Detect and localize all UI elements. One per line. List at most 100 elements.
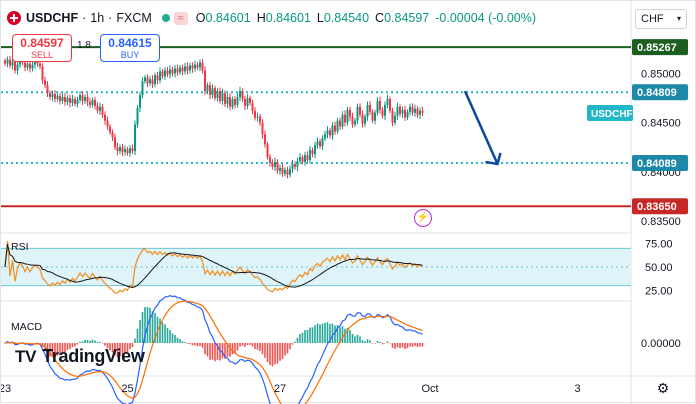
macd-histogram-bar xyxy=(414,343,416,347)
candle-body xyxy=(29,63,31,69)
candle-body xyxy=(241,91,244,99)
macd-histogram-bar xyxy=(194,343,196,346)
candle-body xyxy=(259,116,261,123)
candle-body xyxy=(114,137,116,148)
macd-histogram-bar xyxy=(144,307,146,343)
candle-body xyxy=(364,116,366,124)
macd-histogram-bar xyxy=(141,311,144,343)
macd-histogram-bar xyxy=(224,343,226,359)
candle-body xyxy=(59,96,61,101)
macd-histogram-bar xyxy=(389,343,391,344)
macd-pane-label[interactable]: MACD xyxy=(11,321,42,333)
candle-body xyxy=(126,149,129,154)
macd-histogram-bar xyxy=(309,327,311,343)
candle-body xyxy=(304,155,306,162)
x-tick-label: 25 xyxy=(121,383,133,395)
candle-body xyxy=(221,93,224,101)
macd-histogram-bar xyxy=(249,343,251,345)
candle-body xyxy=(269,157,271,163)
symbol-name[interactable]: USDCHF xyxy=(26,11,79,25)
level-label: 0.84809 xyxy=(637,87,677,99)
candle-body xyxy=(46,85,49,94)
candle-body xyxy=(79,95,81,100)
macd-histogram-bar xyxy=(69,343,71,350)
sell-button[interactable]: 0.84597 SELL xyxy=(12,34,72,62)
macd-histogram-bar xyxy=(401,343,404,348)
candle-body xyxy=(89,101,91,105)
macd-histogram-bar xyxy=(56,343,59,356)
x-tick-label: 3 xyxy=(574,383,580,395)
macd-histogram-bar xyxy=(126,343,129,353)
candle-body xyxy=(331,125,334,136)
high-label: H xyxy=(256,11,266,25)
macd-histogram-bar xyxy=(74,343,76,347)
macd-histogram-bar xyxy=(49,343,51,357)
wave-icon[interactable]: ≈ xyxy=(173,11,188,25)
macd-histogram-bar xyxy=(321,323,324,343)
macd-histogram-bar xyxy=(59,343,61,356)
macd-histogram-bar xyxy=(111,343,114,353)
lightning-icon[interactable]: ⚡ xyxy=(414,209,432,227)
symbol-header: USDCHF · 1h · FXCM ≈ O 0.84601 H 0.84601 L… xyxy=(7,9,542,27)
tradingview-logo: TV TradingView xyxy=(15,346,145,367)
candle-body xyxy=(61,97,64,101)
candle-body xyxy=(121,147,124,153)
candle-body xyxy=(344,114,346,123)
candle-body xyxy=(289,168,291,175)
macd-histogram-bar xyxy=(39,343,41,344)
macd-histogram-bar xyxy=(326,322,329,343)
candle-body xyxy=(311,150,314,155)
macd-histogram-bar xyxy=(409,343,411,347)
candle-body xyxy=(371,111,374,121)
macd-histogram-bar xyxy=(341,326,344,343)
candle-body xyxy=(119,147,121,152)
macd-histogram-bar xyxy=(64,343,66,353)
candle-body xyxy=(231,98,234,107)
y-tick-label: 0.83500 xyxy=(641,216,681,228)
gear-icon[interactable]: ⚙ xyxy=(656,380,670,396)
macd-histogram-bar xyxy=(121,343,124,356)
macd-histogram-bar xyxy=(51,343,54,357)
candle-body xyxy=(94,99,96,106)
candle-body xyxy=(306,155,309,160)
buy-button[interactable]: 0.84615 BUY xyxy=(100,34,160,62)
candle-body xyxy=(376,100,379,113)
macd-histogram-bar xyxy=(306,329,309,343)
candle-body xyxy=(159,71,161,81)
candle-body xyxy=(229,97,231,107)
macd-histogram-bar xyxy=(291,343,294,345)
macd-histogram-bar xyxy=(354,336,356,343)
currency-selector[interactable]: CHF ▾ xyxy=(635,9,687,29)
macd-histogram-bar xyxy=(311,327,314,343)
macd-histogram-bar xyxy=(374,343,376,344)
candle-body xyxy=(26,63,29,68)
candle-body xyxy=(251,102,254,111)
macd-histogram-bar xyxy=(66,343,69,350)
timeframe[interactable]: 1h xyxy=(90,11,105,25)
candle-body xyxy=(9,59,11,66)
macd-histogram-bar xyxy=(216,343,219,360)
rsi-pane-label[interactable]: RSI xyxy=(11,241,29,253)
high-value: 0.84601 xyxy=(265,11,311,25)
macd-histogram-bar xyxy=(159,318,161,343)
macd-histogram-bar xyxy=(254,343,256,349)
candle-body xyxy=(144,77,146,82)
macd-histogram-bar xyxy=(369,340,371,343)
macd-histogram-bar xyxy=(356,334,359,343)
macd-histogram-bar xyxy=(46,343,49,354)
low-value: 0.84540 xyxy=(323,11,370,25)
macd-histogram-bar xyxy=(261,343,264,355)
candle-body xyxy=(211,88,214,96)
macd-histogram-bar xyxy=(91,339,94,343)
candle-body xyxy=(84,97,86,101)
macd-histogram-bar xyxy=(214,343,216,362)
macd-histogram-bar xyxy=(234,343,236,354)
macd-histogram-bar xyxy=(346,327,349,343)
macd-histogram-bar xyxy=(219,343,221,361)
candle-body xyxy=(349,109,351,117)
currency-value: CHF xyxy=(641,13,664,25)
candle-body xyxy=(299,157,301,161)
candle-body xyxy=(11,61,14,66)
macd-histogram-bar xyxy=(99,341,101,343)
